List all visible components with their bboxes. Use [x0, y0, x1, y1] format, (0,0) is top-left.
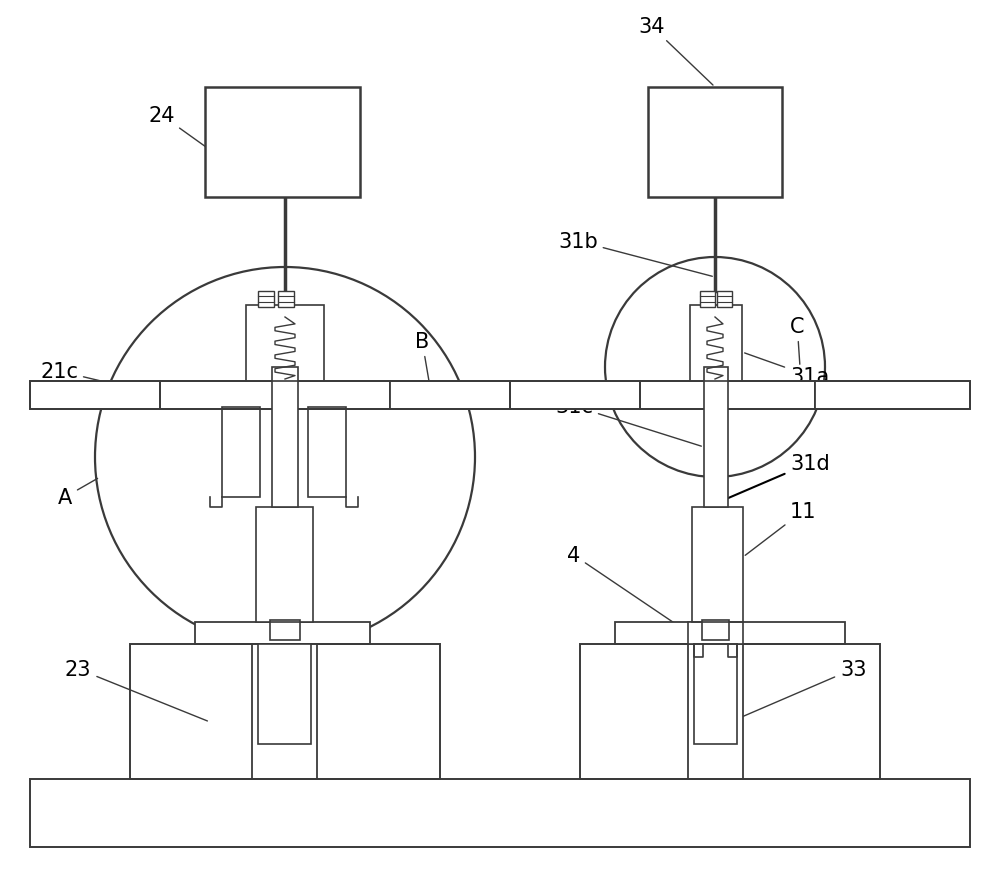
Bar	[246, 306, 324, 381]
Text: C: C	[790, 317, 804, 365]
Bar	[815, 381, 970, 410]
Text: 31d: 31d	[717, 453, 830, 504]
Text: 31c: 31c	[555, 396, 701, 446]
Bar	[30, 381, 510, 410]
Bar	[30, 779, 970, 847]
Bar	[258, 645, 311, 745]
Bar	[640, 381, 815, 410]
Bar	[510, 381, 640, 410]
Text: 33: 33	[733, 660, 866, 721]
Bar	[195, 623, 370, 645]
Bar	[580, 645, 880, 779]
Bar	[648, 88, 782, 198]
Bar	[510, 381, 640, 410]
Bar	[222, 408, 260, 497]
Bar	[580, 645, 880, 779]
Bar	[30, 779, 970, 847]
Bar	[130, 645, 440, 779]
Text: 23: 23	[65, 660, 207, 721]
Bar	[717, 292, 732, 308]
Bar	[692, 508, 743, 623]
Bar	[272, 367, 298, 508]
Text: 31b: 31b	[558, 232, 712, 277]
Text: 31a: 31a	[745, 353, 829, 387]
Bar	[390, 381, 510, 410]
Bar	[222, 408, 260, 497]
Bar	[270, 620, 300, 640]
Bar	[130, 645, 440, 779]
Bar	[308, 408, 346, 497]
Bar	[694, 645, 737, 745]
Text: 24: 24	[148, 106, 218, 156]
Bar	[615, 623, 845, 645]
Text: 11: 11	[745, 502, 816, 556]
Text: 34: 34	[638, 17, 713, 86]
Bar	[30, 381, 160, 410]
Text: 4: 4	[567, 545, 693, 636]
Bar	[694, 645, 737, 745]
Bar	[258, 292, 274, 308]
Bar	[688, 645, 743, 779]
Bar	[690, 306, 742, 381]
Bar	[246, 306, 324, 381]
Bar	[704, 367, 728, 508]
Bar	[702, 620, 729, 640]
Bar	[510, 381, 970, 410]
Bar	[390, 381, 510, 410]
Bar	[160, 381, 390, 410]
Text: 21c: 21c	[40, 361, 157, 395]
Bar	[308, 408, 346, 497]
Bar	[278, 292, 294, 308]
Text: B: B	[415, 332, 430, 385]
Bar	[30, 381, 160, 410]
Bar	[692, 508, 743, 623]
Bar	[690, 306, 742, 381]
Bar	[258, 645, 311, 745]
Bar	[252, 645, 317, 779]
Bar	[256, 508, 313, 623]
Bar	[688, 623, 743, 645]
Bar	[815, 381, 970, 410]
Bar	[256, 508, 313, 623]
Text: A: A	[58, 479, 98, 508]
Bar	[700, 292, 715, 308]
Bar	[205, 88, 360, 198]
